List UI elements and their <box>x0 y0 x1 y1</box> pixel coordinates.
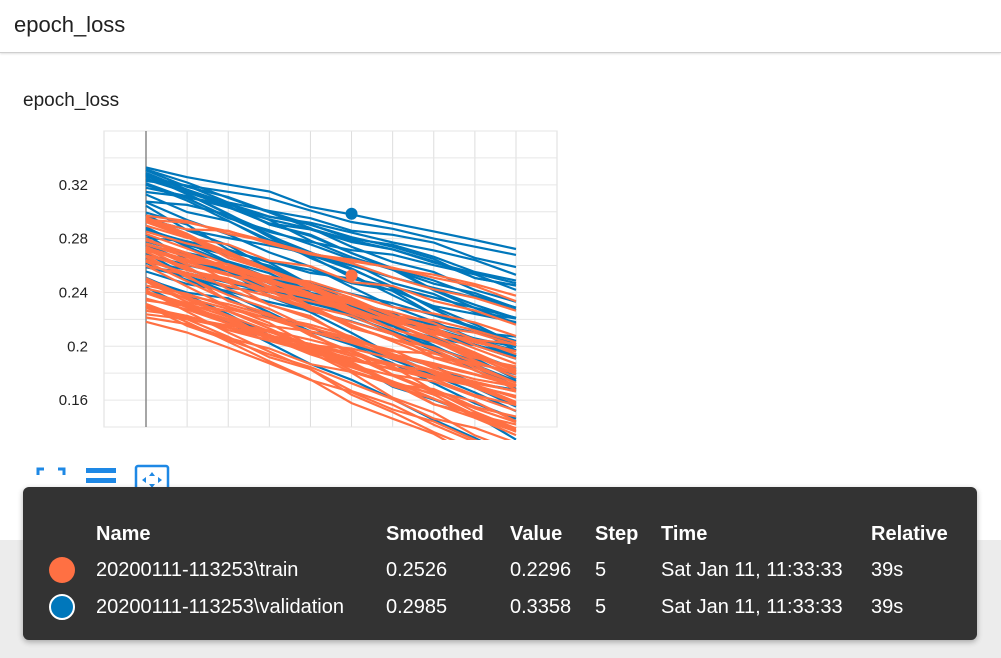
chart-tooltip: Name Smoothed Value Step Time Relative 2… <box>23 487 977 640</box>
train-series-line <box>145 302 473 440</box>
train-color-swatch <box>49 557 75 583</box>
col-header-relative: Relative <box>871 523 948 545</box>
col-header-name: Name <box>96 523 151 545</box>
train-highlight-point <box>345 269 358 282</box>
train-series-line <box>145 245 517 356</box>
validation-series-line <box>145 183 517 276</box>
col-header-smoothed: Smoothed <box>386 523 484 545</box>
row-smoothed: 0.2985 <box>386 596 448 618</box>
validation-series-line <box>145 172 517 320</box>
col-header-time: Time <box>661 523 708 545</box>
row-time: Sat Jan 11, 11:33:33 <box>661 559 843 581</box>
validation-series-line <box>145 166 517 251</box>
validation-series-line <box>145 179 517 269</box>
row-value: 0.2296 <box>510 559 572 581</box>
train-series-line <box>145 258 517 375</box>
fullscreen-button[interactable] <box>34 464 68 498</box>
y-tick-label: 0.28 <box>59 231 88 248</box>
validation-series-line <box>145 175 517 256</box>
row-relative: 39s <box>871 596 904 618</box>
validation-series-line <box>145 183 517 348</box>
row-name: 20200111-113253\train <box>96 559 299 581</box>
row-name: 20200111-113253\validation <box>96 596 344 618</box>
train-series-line <box>145 320 479 440</box>
train-series-line <box>145 303 448 440</box>
y-tick-label: 0.32 <box>59 177 88 194</box>
page-header: epoch_loss <box>0 0 1001 53</box>
row-value: 0.3358 <box>510 596 572 618</box>
row-time: Sat Jan 11, 11:33:33 <box>661 596 843 618</box>
row-relative: 39s <box>871 559 904 581</box>
train-series-line <box>145 218 517 373</box>
train-series-line <box>145 284 517 388</box>
epoch-loss-chart[interactable]: 0.32 0.28 0.24 0.2 0.16 <box>0 120 580 440</box>
row-step: 5 <box>595 559 607 581</box>
y-tick-label: 0.24 <box>59 284 88 301</box>
train-series-line <box>145 290 517 426</box>
col-header-step: Step <box>595 523 639 545</box>
validation-highlight-point <box>345 207 358 220</box>
train-series-line <box>145 214 517 312</box>
train-series-line <box>145 287 517 387</box>
train-series-line <box>145 264 517 347</box>
fullscreen-icon <box>36 467 66 495</box>
y-tick-label: 0.16 <box>59 392 88 409</box>
col-header-value: Value <box>510 523 563 545</box>
y-tick-label: 0.2 <box>67 338 88 355</box>
validation-color-swatch <box>49 594 75 620</box>
page-title: epoch_loss <box>14 12 126 37</box>
row-step: 5 <box>595 596 607 618</box>
train-series-line <box>145 291 517 424</box>
row-smoothed: 0.2526 <box>386 559 448 581</box>
train-series-line <box>145 224 517 326</box>
validation-series-line <box>145 190 517 285</box>
train-series-line <box>145 239 517 384</box>
chart-card-title: epoch_loss <box>23 90 120 111</box>
